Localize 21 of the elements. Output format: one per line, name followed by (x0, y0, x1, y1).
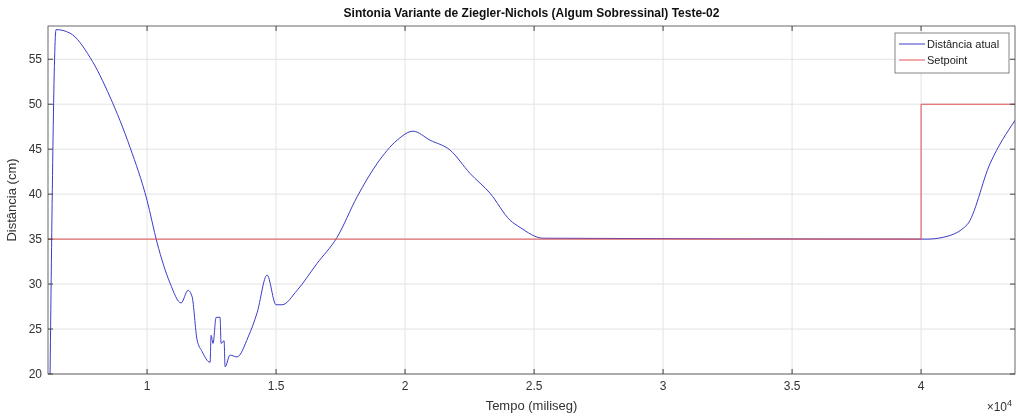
y-tick-label: 55 (28, 52, 43, 67)
y-tick-label: 20 (28, 367, 43, 381)
y-tick-label: 45 (28, 142, 43, 157)
y-tick-label: 50 (28, 97, 43, 112)
y-tick-label: 40 (28, 187, 43, 202)
x-axis-title: Tempo (miliseg) (485, 398, 578, 413)
y-tick-label: 30 (28, 277, 43, 292)
chart-title: Sintonia Variante de Ziegler-Nichols (Algum Sobressinal) Teste-02 (343, 6, 720, 20)
x-tick-label: 2 (401, 379, 409, 393)
x-tick-label: 2.5 (525, 379, 543, 393)
text: ×10$^{4}$ (986, 398, 1012, 414)
x-tick-label: 1 (143, 379, 151, 393)
x-tick-label: 3.5 (783, 379, 801, 393)
legend-label: Distância atual (927, 38, 1000, 50)
legend-label: Setpoint (927, 54, 968, 66)
x-tick-label: 4 (917, 379, 925, 393)
y-tick-label: 35 (28, 232, 43, 247)
y-axis-title: Distância (cm) (4, 158, 19, 242)
x-tick-label: 3 (659, 379, 667, 393)
y-tick-label: 25 (28, 322, 43, 337)
x-tick-label: 1.5 (267, 379, 285, 393)
